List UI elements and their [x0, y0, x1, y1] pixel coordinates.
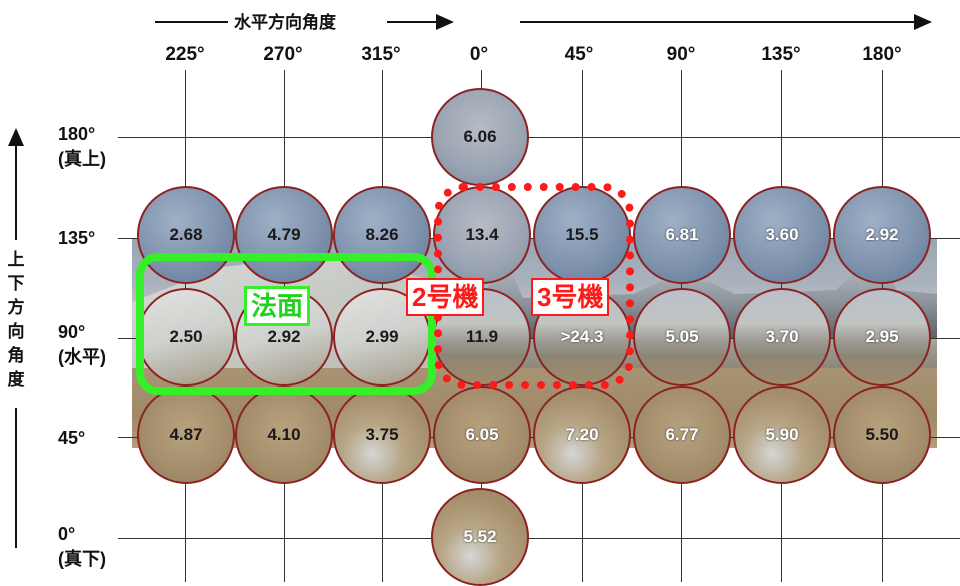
- column-label-135: 135°: [761, 44, 801, 65]
- dose-value: 2.92: [865, 225, 899, 244]
- dose-value: 6.05: [465, 425, 499, 444]
- column-label-0: 0°: [469, 44, 489, 65]
- dose-value: 5.05: [665, 327, 699, 346]
- dose-value: 2.50: [169, 327, 203, 346]
- dose-value: 3.60: [765, 225, 799, 244]
- slope-label: 法面: [244, 286, 311, 326]
- row-angle: 45°: [58, 428, 86, 448]
- vertical-title-char: 角: [7, 346, 25, 365]
- row-gridline: [118, 137, 960, 138]
- dose-value: 11.9: [465, 327, 499, 346]
- lens-45-270: 4.10: [235, 386, 333, 484]
- unit3-label: 3号機: [531, 278, 610, 316]
- row-label-90: 90° (水平): [58, 322, 106, 369]
- dose-value: 5.90: [765, 425, 799, 444]
- row-note: (真下): [58, 549, 106, 569]
- row-label-45: 45°: [58, 428, 85, 449]
- row-angle: 90°: [58, 322, 86, 342]
- dose-value: 6.06: [463, 127, 497, 146]
- column-label-90: 90°: [666, 44, 696, 65]
- lens-90-90: 5.05: [633, 288, 731, 386]
- row-label-0: 0° (真下): [58, 524, 106, 571]
- horizontal-axis-title: 水平方向角度: [234, 13, 336, 32]
- dose-value: 13.4: [465, 225, 499, 244]
- row-label-180: 180° (真上): [58, 124, 106, 171]
- dose-value: 3.70: [765, 327, 799, 346]
- dose-value: 8.26: [365, 225, 399, 244]
- lens-135-135: 3.60: [733, 186, 831, 284]
- vertical-axis-title: 上 下 方 向 角 度: [4, 248, 28, 392]
- lens-45-180: 5.50: [833, 386, 931, 484]
- lens-90-225: 2.50: [137, 288, 235, 386]
- lens-45-90: 6.77: [633, 386, 731, 484]
- vertical-title-char: 下: [7, 274, 25, 293]
- lens-45-0: 6.05: [433, 386, 531, 484]
- lens-45-45: 7.20: [533, 386, 631, 484]
- dose-value: >24.3: [560, 327, 604, 346]
- lens-45-315: 3.75: [333, 386, 431, 484]
- dose-value: 2.99: [365, 327, 399, 346]
- dose-value: 2.92: [267, 327, 301, 346]
- lens-135-225: 2.68: [137, 186, 235, 284]
- row-note: (真上): [58, 149, 106, 169]
- lens-top: 6.06: [431, 88, 529, 186]
- vertical-title-char: 向: [7, 322, 25, 341]
- dose-value: 4.10: [267, 425, 301, 444]
- dose-value: 7.20: [565, 425, 599, 444]
- row-gridline: [118, 538, 960, 539]
- dose-value: 3.75: [365, 425, 399, 444]
- row-angle: 135°: [58, 228, 96, 248]
- vertical-title-char: 上: [7, 250, 25, 269]
- row-angle: 180°: [58, 124, 96, 144]
- dose-value: 4.79: [267, 225, 301, 244]
- lens-bottom: 5.52: [431, 488, 529, 586]
- column-label-315: 315°: [361, 44, 401, 65]
- lens-135-180: 2.92: [833, 186, 931, 284]
- lens-135-270: 4.79: [235, 186, 333, 284]
- dose-value: 5.52: [463, 527, 497, 546]
- dose-value: 15.5: [565, 225, 599, 244]
- lens-90-135: 3.70: [733, 288, 831, 386]
- lens-135-90: 6.81: [633, 186, 731, 284]
- column-label-225: 225°: [165, 44, 205, 65]
- column-label-180: 180°: [862, 44, 902, 65]
- dose-value: 6.81: [665, 225, 699, 244]
- dose-value: 2.68: [169, 225, 203, 244]
- dose-value: 2.95: [865, 327, 899, 346]
- lens-45-225: 4.87: [137, 386, 235, 484]
- unit2-label: 2号機: [406, 278, 485, 316]
- slope-highlight-box: [136, 253, 436, 395]
- row-note: (水平): [58, 347, 106, 367]
- row-angle: 0°: [58, 524, 76, 544]
- vertical-title-char: 度: [7, 370, 25, 389]
- lens-90-180: 2.95: [833, 288, 931, 386]
- dose-value: 4.87: [169, 425, 203, 444]
- row-label-135: 135°: [58, 228, 95, 249]
- column-label-270: 270°: [263, 44, 303, 65]
- column-label-45: 45°: [564, 44, 594, 65]
- dose-value: 5.50: [865, 425, 899, 444]
- lens-45-135: 5.90: [733, 386, 831, 484]
- dose-value: 6.77: [665, 425, 699, 444]
- vertical-title-char: 方: [7, 298, 25, 317]
